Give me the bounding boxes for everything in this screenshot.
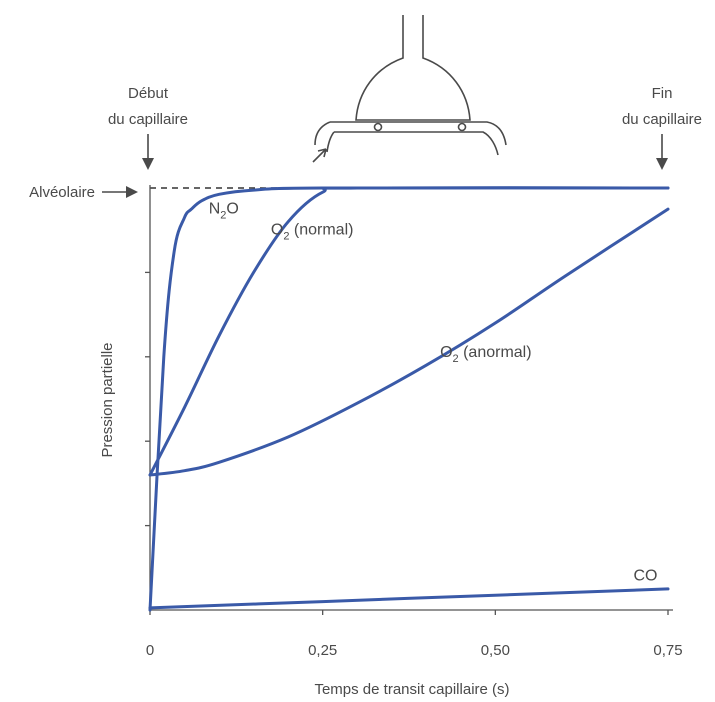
- x-ticks: 0 0,25 0,50 0,75: [146, 610, 683, 659]
- alveolus-capillary-icon: [312, 15, 507, 163]
- series-line-2: [148, 207, 670, 477]
- x-tick-label-3: 0,75: [653, 642, 682, 659]
- series-line-1: [148, 186, 670, 477]
- axes: [149, 185, 673, 611]
- start-label-line1: Début: [128, 85, 169, 102]
- series-label-1: O2 (normal): [271, 221, 354, 242]
- series-label-3: CO: [633, 567, 657, 584]
- curves: [148, 186, 670, 612]
- series-label-2: O2 (anormal): [440, 344, 531, 365]
- x-tick-label-1: 0,25: [308, 642, 337, 659]
- start-arrow-icon: [142, 134, 154, 170]
- end-label-line1: Fin: [652, 85, 673, 102]
- series-line-0: [148, 186, 670, 612]
- series-labels: N2O O2 (normal) O2 (anormal) CO: [209, 200, 658, 584]
- start-label-line2: du capillaire: [108, 111, 188, 128]
- series-label-0: N2O: [209, 200, 239, 221]
- end-arrow-icon: [656, 134, 668, 170]
- x-axis-label: Temps de transit capillaire (s): [314, 681, 509, 698]
- series-line-3: [148, 587, 670, 610]
- x-tick-label-2: 0,50: [481, 642, 510, 659]
- alveolar-label: Alvéolaire: [29, 184, 95, 201]
- y-axis-label: Pression partielle: [99, 342, 116, 457]
- end-label-line2: du capillaire: [622, 111, 702, 128]
- alveolar-arrow-icon: [102, 186, 138, 198]
- x-tick-label-0: 0: [146, 642, 154, 659]
- y-ticks: [145, 271, 150, 527]
